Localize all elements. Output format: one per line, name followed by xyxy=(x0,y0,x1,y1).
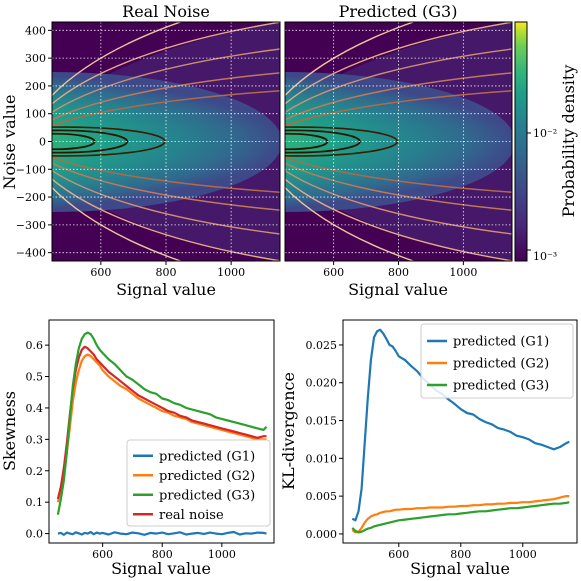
skewness-series-g1-line xyxy=(57,530,267,536)
heatmap-pred-xlabel: Signal value xyxy=(348,280,448,299)
skewness-lines xyxy=(56,331,268,536)
heatmap-pred-xtick-label: 1000 xyxy=(449,266,477,279)
heatmap-pred-contour-mid xyxy=(285,90,512,193)
colorbar: 10⁻² 10⁻³ Probability density xyxy=(514,21,578,263)
heatmap-real-contour-inner xyxy=(52,129,129,154)
skewness-legend-label: predicted (G2) xyxy=(159,469,255,484)
kl-divergence-legend-label: predicted (G3) xyxy=(453,379,549,394)
skewness-ytick-label: 0.6 xyxy=(26,339,44,352)
heatmap-real-contour-mid xyxy=(52,90,280,193)
skewness-series-real-line xyxy=(56,345,267,500)
heatmap-pred-contour-outer xyxy=(285,22,512,261)
kl-divergence-legend: predicted (G1) predicted (G2) predicted (G… xyxy=(420,323,574,399)
heatmap-real-ytick-label: −400 xyxy=(16,247,46,260)
kl-divergence-ytick-label: 0.020 xyxy=(306,377,338,390)
heatmap-real-ytick-label: 0 xyxy=(39,136,46,149)
kl-divergence-yticks: 0.000 0.005 0.010 0.015 0.020 0.025 xyxy=(306,339,343,541)
skewness-yticks: 0.0 0.1 0.2 0.3 0.4 0.5 0.6 xyxy=(26,339,49,541)
kl-divergence-ytick-label: 0.015 xyxy=(306,415,338,428)
colorbar-label: Probability density xyxy=(559,65,578,218)
kl-divergence-ytick-label: 0.010 xyxy=(306,452,338,465)
heatmap-real-contour-mid xyxy=(52,72,280,211)
skewness-xtick-label: 1000 xyxy=(208,548,236,561)
kl-divergence-series-g2-line xyxy=(351,495,570,534)
heatmap-real-grid xyxy=(52,22,280,261)
skewness-xticks: 600 800 1000 xyxy=(92,543,236,561)
skewness-series-g2-line xyxy=(56,353,267,503)
kl-divergence-xtick-label: 1000 xyxy=(509,548,537,561)
skewness-legend-label: real noise xyxy=(159,508,224,523)
heatmap-pred-grid xyxy=(285,22,512,261)
kl-divergence-legend-box xyxy=(420,323,574,399)
heatmap-real-ytick-label: 100 xyxy=(25,108,46,121)
skewness-ytick-label: 0.0 xyxy=(26,528,44,541)
skewness-legend-label: predicted (G3) xyxy=(159,488,255,503)
heatmap-pred-contour-outer xyxy=(285,22,416,261)
skewness-ytick-label: 0.4 xyxy=(26,402,44,415)
skewness-panel: 0.0 0.1 0.2 0.3 0.4 0.5 0.6 600 800 1000 predict… xyxy=(0,319,275,578)
heatmap-real-contour-outer xyxy=(52,22,183,261)
heatmap-real-xticks: 600 800 1000 xyxy=(90,261,245,279)
heatmap-real-contours xyxy=(52,22,280,261)
skewness-xtick-label: 800 xyxy=(152,548,173,561)
skewness-xtick-label: 600 xyxy=(92,548,113,561)
heatmap-pred-title: Predicted (G3) xyxy=(339,2,458,21)
heatmap-pred-xtick-label: 600 xyxy=(323,266,344,279)
skewness-series-g3-line xyxy=(56,331,268,515)
heatmap-real-xtick-label: 1000 xyxy=(217,266,245,279)
heatmap-real-title: Real Noise xyxy=(122,2,210,21)
heatmap-pred-image xyxy=(285,22,512,261)
kl-divergence-ytick-label: 0.000 xyxy=(306,528,338,541)
heatmap-pred-panel: Predicted (G3) 600 800 1000 Signal value xyxy=(284,2,513,299)
kl-divergence-xlabel: Signal value xyxy=(410,559,510,578)
heatmap-real-image xyxy=(52,22,280,261)
heatmap-real-xlabel: Signal value xyxy=(116,280,216,299)
colorbar-bar xyxy=(514,21,528,262)
skewness-xlabel: Signal value xyxy=(111,559,211,578)
skewness-ytick-label: 0.5 xyxy=(26,371,44,384)
heatmap-pred-xticks: 600 800 1000 xyxy=(323,261,477,279)
heatmap-real-ytick-label: −200 xyxy=(16,191,46,204)
heatmap-real-ytick-label: −300 xyxy=(16,219,46,232)
heatmap-real-ytick-label: 300 xyxy=(25,52,46,65)
skewness-legend: predicted (G1) predicted (G2) predicted (G… xyxy=(126,439,271,527)
heatmap-real-ytick-label: 200 xyxy=(25,80,46,93)
heatmap-pred-xtick-label: 800 xyxy=(388,266,409,279)
heatmap-real-contour-outer xyxy=(52,48,280,235)
skewness-ylabel: Skewness xyxy=(0,391,19,471)
heatmap-real-contour-outer xyxy=(52,22,280,261)
heatmap-real-ylabel: Noise value xyxy=(0,95,19,190)
heatmap-real-yticks: 400 300 200 100 0 −100 −200 −300 −400 xyxy=(16,24,52,260)
colorbar-tick-label: 10⁻² xyxy=(533,127,557,140)
kl-divergence-ytick-label: 0.005 xyxy=(306,490,338,503)
kl-divergence-panel: 0.000 0.005 0.010 0.015 0.020 0.025 600 800 100… xyxy=(279,319,578,578)
colorbar-tick-label: 10⁻³ xyxy=(533,250,557,263)
kl-divergence-ylabel: KL-divergence xyxy=(279,372,298,490)
skewness-ytick-label: 0.3 xyxy=(26,433,44,446)
skewness-legend-label: predicted (G1) xyxy=(159,449,255,464)
skewness-ytick-label: 0.1 xyxy=(26,496,44,509)
kl-divergence-xticks: 600 800 1000 xyxy=(388,543,537,561)
heatmap-real-ytick-label: 400 xyxy=(25,24,46,37)
heatmap-pred-contour-outer xyxy=(285,48,512,235)
kl-divergence-legend-label: predicted (G2) xyxy=(453,357,549,372)
kl-divergence-series-g3-line xyxy=(351,501,570,534)
heatmap-real-xtick-label: 800 xyxy=(156,266,177,279)
skewness-ytick-label: 0.2 xyxy=(26,465,44,478)
heatmap-real-ytick-label: −100 xyxy=(16,163,46,176)
skewness-legend-box xyxy=(126,439,271,527)
kl-divergence-xtick-label: 800 xyxy=(450,548,471,561)
kl-divergence-xtick-label: 600 xyxy=(388,548,409,561)
kl-divergence-ytick-label: 0.025 xyxy=(306,339,338,352)
kl-divergence-legend-label: predicted (G1) xyxy=(453,335,549,350)
heatmap-real-panel: Real Noise 4003002001000−100−200−300−400… xyxy=(0,2,281,299)
heatmap-pred-contour-mid xyxy=(285,72,512,211)
heatmap-real-xtick-label: 600 xyxy=(90,266,111,279)
